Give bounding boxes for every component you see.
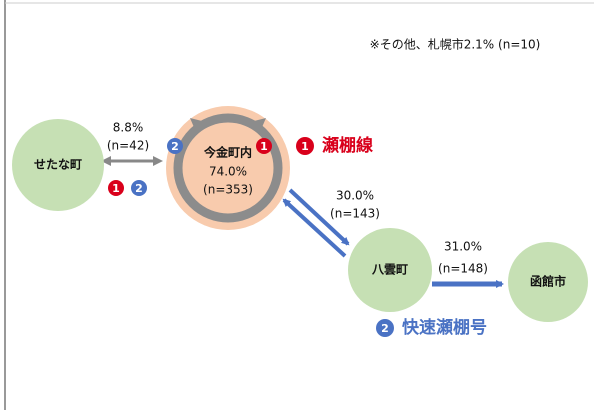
node-label: せたな町 [34,158,82,172]
legend-number: 2 [381,322,389,335]
badge [131,180,147,196]
legend-badge [296,137,314,155]
node [508,242,588,322]
edge-arrow [282,198,347,258]
badge [108,180,124,196]
node-label: 八雲町 [371,263,408,277]
node-n: (n=353) [203,183,253,197]
edge-n: (n=148) [438,262,488,276]
edge-n: (n=143) [330,207,380,221]
badge-number: 1 [112,182,120,195]
node-label: 函館市 [530,274,566,289]
badge-number: 2 [135,182,143,195]
legend-label: 快速瀬棚号 [402,317,487,338]
node [12,119,104,211]
node [348,228,432,312]
edge-n: (n=42) [107,139,149,153]
node [166,106,290,230]
badge [167,138,183,154]
edge-share: 31.0% [444,240,482,254]
node-ring [173,113,283,223]
legend-label: 瀬棚線 [322,135,373,156]
edge-share: 8.8% [113,121,144,135]
node-share: 74.0% [209,165,247,179]
edge-share: 30.0% [336,189,374,203]
badge-number: 1 [260,140,268,153]
edge-arrow [288,188,350,246]
note: ※その他、札幌市2.1% (n=10) [370,37,541,52]
legend-number: 1 [301,140,309,153]
badge-number: 2 [171,140,179,153]
badge [256,138,272,154]
node-label: 今金町内 [203,145,252,160]
legend-badge [376,319,394,337]
